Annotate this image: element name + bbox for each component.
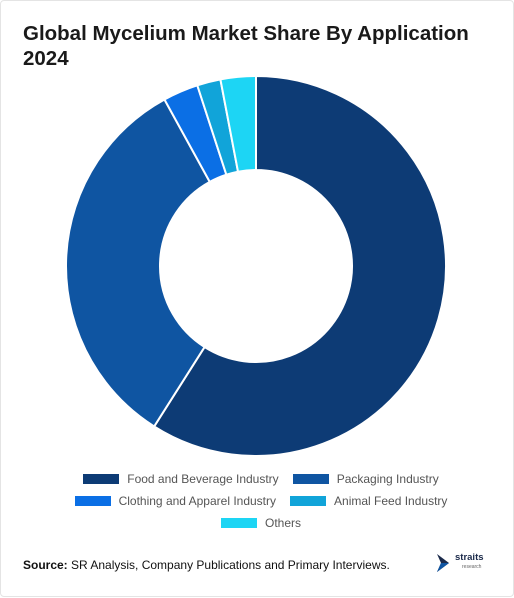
legend-swatch: [292, 474, 329, 484]
source-text: SR Analysis, Company Publications and Pr…: [67, 558, 390, 572]
legend-swatch: [220, 518, 257, 528]
legend-label: Others: [264, 516, 301, 530]
logo-mark-icon: [437, 554, 449, 572]
legend-label: Clothing and Apparel Industry: [118, 494, 277, 508]
slice-others[interactable]: [219, 74, 257, 173]
legend-item[interactable]: Food and Beverage Industry: [83, 471, 279, 487]
legend-swatch: [74, 496, 111, 506]
legend-item[interactable]: Packaging Industry: [292, 471, 439, 487]
straits-logo: straits research: [435, 550, 495, 576]
slice-packaging-industry[interactable]: [65, 98, 212, 428]
source-label: Source:: [23, 558, 68, 572]
legend-swatch: [290, 496, 327, 506]
legend-label: Food and Beverage Industry: [127, 472, 279, 486]
legend-item[interactable]: Animal Feed Industry: [290, 493, 447, 509]
legend-item[interactable]: Others: [220, 515, 301, 531]
slice-food-and-beverage-industry[interactable]: [152, 74, 447, 457]
source-note: Source: SR Analysis, Company Publication…: [23, 558, 390, 572]
legend-label: Packaging Industry: [336, 472, 439, 486]
legend-item[interactable]: Clothing and Apparel Industry: [74, 493, 277, 509]
logo-wordmark: straits: [455, 552, 484, 563]
chart-title: Global Mycelium Market Share By Applicat…: [23, 22, 469, 70]
logo-subtext: research: [462, 564, 482, 570]
chart-legend: Food and Beverage Industry Packaging Indu…: [41, 471, 481, 531]
legend-swatch: [83, 474, 120, 484]
legend-label: Animal Feed Industry: [334, 494, 448, 508]
